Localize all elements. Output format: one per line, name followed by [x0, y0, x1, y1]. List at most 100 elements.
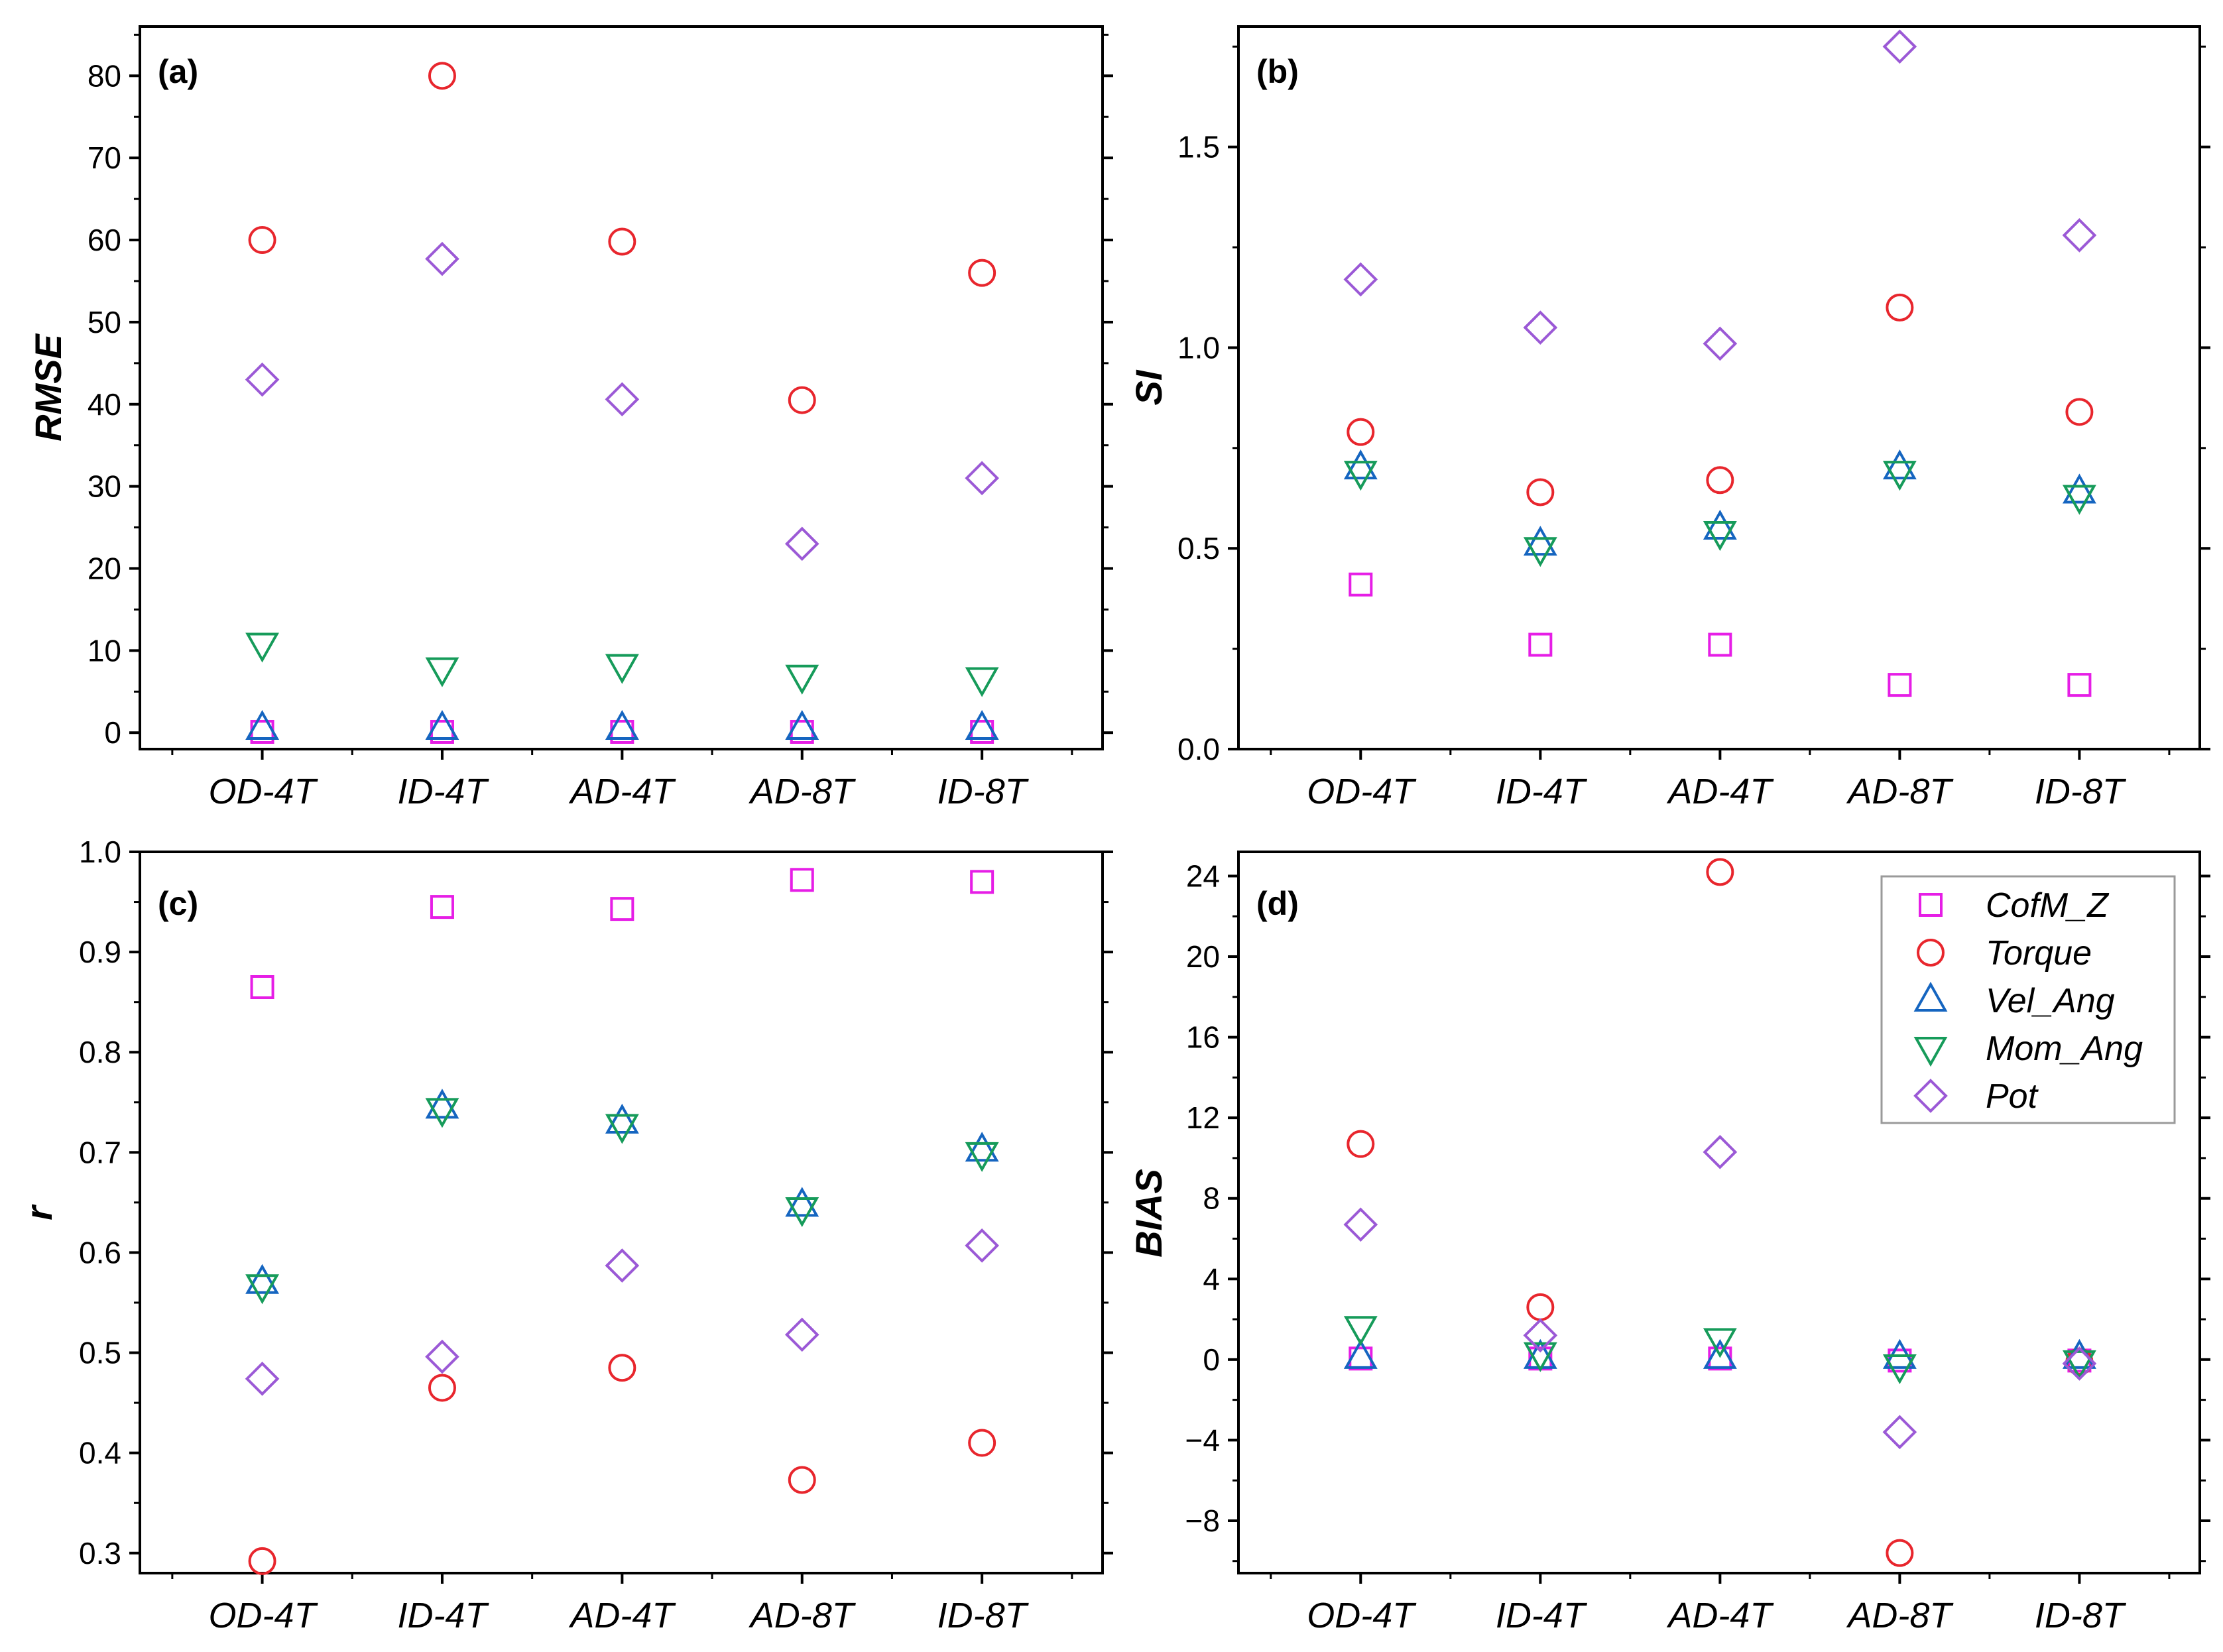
point-vel-ang-od-4t — [1343, 1338, 1378, 1369]
x-tick-label-ad-4t: AD-4T — [1666, 772, 1774, 811]
y-tick-label: 0 — [1203, 1342, 1220, 1377]
y-tick-label: 60 — [88, 223, 121, 257]
point-cofm-z-id-8t — [970, 870, 994, 894]
point-torque-od-4t — [248, 226, 276, 255]
y-tick-label: 80 — [88, 58, 121, 93]
panel-label: (b) — [1256, 53, 1299, 90]
point-mom-ang-od-4t — [245, 1274, 279, 1305]
point-cofm-z-id-4t — [430, 895, 454, 919]
x-tick-label-id-8t: ID-8T — [937, 772, 1030, 811]
point-pot-ad-4t — [605, 382, 640, 417]
legend-label-mom-ang: Mom_Ang — [1986, 1030, 2143, 1068]
y-tick-label: 0.3 — [79, 1536, 121, 1570]
point-torque-ad-8t — [788, 386, 816, 414]
y-tick-label: 0.8 — [79, 1035, 121, 1069]
point-vel-ang-ad-4t — [605, 1103, 639, 1134]
point-torque-od-4t — [1347, 1130, 1375, 1158]
legend-marker-vel-ang — [1913, 981, 1948, 1012]
point-vel-ang-id-4t — [1523, 526, 1557, 556]
y-tick-label: 0 — [104, 715, 121, 750]
y-tick-label: 0.5 — [79, 1336, 121, 1370]
point-torque-ad-8t — [788, 1466, 816, 1494]
point-mom-ang-id-8t — [965, 667, 999, 697]
point-pot-id-8t — [965, 461, 999, 496]
point-vel-ang-id-8t — [965, 1132, 999, 1162]
x-tick-label-ad-8t: AD-8T — [749, 772, 857, 811]
legend-marker-cofm-z — [1919, 893, 1943, 917]
y-axis-label: RMSE — [27, 333, 69, 441]
data-points — [245, 868, 999, 1575]
legend-markers — [1913, 893, 1948, 1113]
point-mom-ang-id-4t — [1523, 537, 1557, 567]
point-torque-ad-4t — [608, 1354, 636, 1382]
x-tick-label-od-4t: OD-4T — [1307, 772, 1417, 811]
y-tick-label: 0.9 — [79, 935, 121, 969]
point-vel-ang-ad-8t — [785, 709, 819, 740]
point-pot-ad-4t — [1703, 326, 1738, 361]
x-tick-label-od-4t: OD-4T — [209, 1596, 319, 1635]
y-tick-label: 12 — [1186, 1100, 1220, 1135]
point-vel-ang-id-4t — [425, 1089, 459, 1119]
panel-label: (a) — [158, 53, 198, 90]
point-vel-ang-ad-4t — [605, 709, 639, 740]
point-pot-id-4t — [1523, 1318, 1558, 1353]
point-torque-ad-4t — [608, 227, 636, 256]
x-tick-label-id-4t: ID-4T — [397, 772, 489, 811]
point-pot-od-4t — [245, 1362, 280, 1396]
legend-label-cofm-z: CofM_Z — [1986, 886, 2110, 925]
axis-ticks: −8 −4 0 4 8 12 16 20 24 OD-4T ID-4T AD-4T AD-8T ID-8T — [1185, 858, 2210, 1635]
y-tick-label: 40 — [88, 387, 121, 422]
y-tick-label: 0.7 — [79, 1135, 121, 1169]
panel-a: 0 10 20 30 40 50 60 70 80 OD-4T ID-4T AD-4T AD-8T ID-… — [27, 25, 1113, 811]
point-vel-ang-od-4t — [1343, 449, 1378, 480]
point-torque-id-8t — [968, 1429, 996, 1457]
point-torque-id-4t — [428, 1374, 456, 1402]
panel-c: 0.3 0.4 0.5 0.6 0.7 0.8 0.9 1.0 OD-4T ID-4T AD-4T A… — [18, 835, 1113, 1635]
y-tick-label: 30 — [88, 469, 121, 504]
point-pot-id-4t — [1523, 310, 1558, 345]
point-mom-ang-id-8t — [2062, 1350, 2096, 1380]
point-pot-od-4t — [245, 362, 280, 397]
point-vel-ang-ad-4t — [1703, 1338, 1737, 1369]
panel-label: (d) — [1256, 885, 1299, 922]
y-tick-label: 1.0 — [1177, 330, 1220, 365]
point-vel-ang-id-8t — [965, 709, 999, 740]
x-tick-label-od-4t: OD-4T — [209, 772, 319, 811]
point-pot-od-4t — [1343, 262, 1378, 297]
y-tick-label: 20 — [88, 552, 121, 586]
x-tick-label-ad-4t: AD-4T — [1666, 1596, 1774, 1635]
point-pot-ad-8t — [784, 526, 819, 561]
point-mom-ang-ad-8t — [785, 1197, 819, 1228]
point-pot-id-4t — [425, 1339, 459, 1374]
point-mom-ang-ad-4t — [1703, 1328, 1737, 1358]
x-tick-label-ad-8t: AD-8T — [749, 1596, 857, 1635]
y-tick-label: 50 — [88, 305, 121, 339]
point-torque-id-8t — [2065, 398, 2094, 426]
point-vel-ang-ad-8t — [1882, 449, 1917, 480]
data-points — [1343, 858, 2097, 1567]
y-tick-label: 0.4 — [79, 1436, 121, 1470]
point-pot-id-8t — [965, 1228, 999, 1263]
y-tick-label: 0.5 — [1177, 531, 1220, 565]
point-mom-ang-ad-8t — [1882, 1354, 1917, 1385]
legend-label-torque: Torque — [1986, 934, 2092, 973]
point-pot-id-8t — [2062, 1346, 2097, 1381]
point-cofm-z-id-4t — [1528, 632, 1553, 657]
point-vel-ang-ad-4t — [1703, 509, 1737, 540]
point-vel-ang-ad-8t — [785, 1187, 819, 1217]
point-pot-od-4t — [1343, 1207, 1378, 1242]
point-pot-id-4t — [425, 241, 459, 276]
point-torque-od-4t — [248, 1547, 276, 1575]
y-tick-label: −4 — [1185, 1423, 1220, 1457]
x-tick-label-ad-4t: AD-4T — [568, 1596, 676, 1635]
legend: CofM_Z Torque Vel_Ang Mom_Ang Pot — [1880, 875, 2176, 1124]
legend-marker-mom-ang — [1913, 1037, 1948, 1067]
y-tick-label: 10 — [88, 633, 121, 668]
point-mom-ang-id-4t — [425, 657, 459, 687]
legend-marker-torque — [1917, 939, 1945, 967]
point-torque-id-4t — [428, 62, 456, 90]
point-pot-ad-8t — [1882, 29, 1917, 64]
point-cofm-z-ad-4t — [1708, 632, 1732, 657]
data-points — [1343, 29, 2097, 697]
